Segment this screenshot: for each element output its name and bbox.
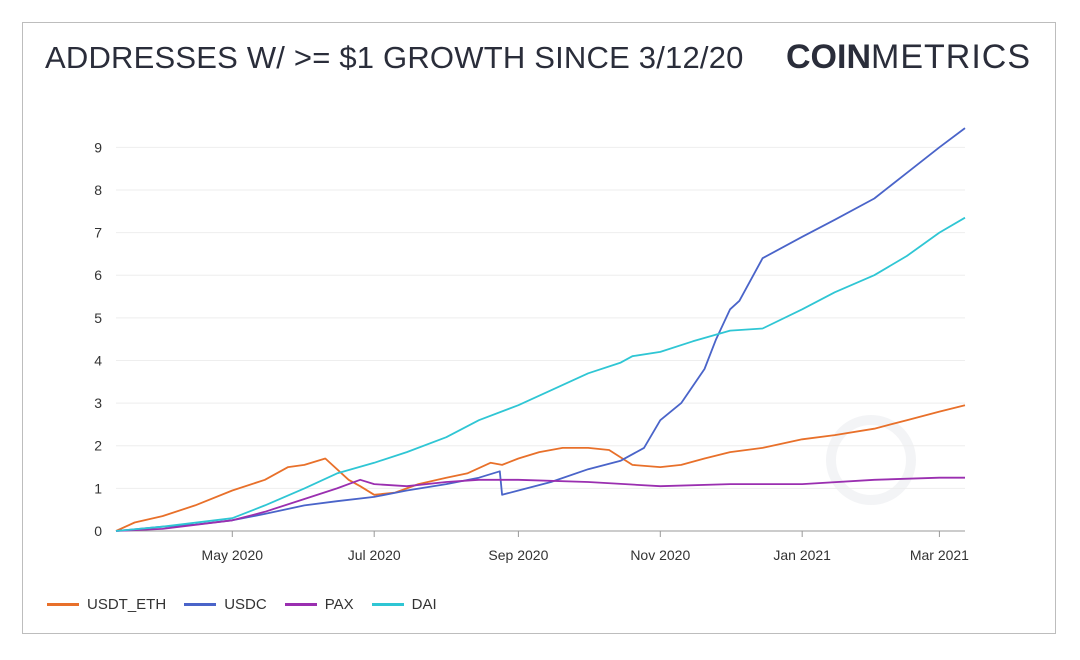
y-axis: 0 1 2 3 4 5 6 7 8 9 [94, 139, 102, 539]
x-tick-label: Mar 2021 [910, 547, 969, 563]
legend-label: USDT_ETH [87, 596, 167, 613]
legend-item-pax[interactable]: PAX [284, 596, 354, 613]
y-tick-label: 9 [94, 139, 102, 155]
series-line-usdt_eth [115, 404, 966, 532]
watermark-logo [826, 415, 916, 505]
y-tick-label: 1 [94, 480, 102, 496]
grid-lines [116, 146, 965, 532]
legend-label: PAX [324, 596, 354, 613]
y-tick-label: 5 [94, 310, 102, 326]
legend-label: USDC [224, 596, 267, 613]
logo-light-text: METRICS [871, 38, 1031, 76]
x-axis: May 2020 Jul 2020 Sep 2020 Nov 2020 Jan 2021… [202, 531, 969, 563]
legend-item-usdt_eth[interactable]: USDT_ETH [47, 596, 166, 613]
legend-swatch [184, 603, 217, 606]
series-line-pax [115, 476, 965, 532]
legend-swatch [371, 603, 404, 606]
y-tick-label: 4 [94, 352, 102, 368]
x-tick-label: Jul 2020 [348, 547, 401, 563]
legend-item-usdc[interactable]: USDC [184, 596, 267, 613]
chart-title: ADDRESSES W/ >= $1 GROWTH SINCE 3/12/20 [45, 40, 744, 75]
y-tick-label: 0 [94, 523, 102, 539]
chart-frame [22, 22, 1056, 634]
x-tick-label: May 2020 [202, 547, 264, 563]
legend-swatch [47, 603, 79, 606]
x-tick-label: Jan 2021 [773, 547, 831, 563]
y-tick-label: 8 [94, 182, 102, 198]
y-tick-label: 6 [94, 267, 102, 283]
series-line-dai [115, 216, 966, 532]
legend-swatch [284, 603, 317, 606]
legend-label: DAI [411, 596, 437, 613]
legend-item-dai[interactable]: DAI [371, 596, 437, 613]
logo-bold-text: COIN [786, 38, 871, 76]
y-tick-label: 3 [94, 395, 102, 411]
x-tick-label: Nov 2020 [630, 547, 690, 563]
y-tick-label: 2 [94, 438, 102, 454]
legend: USDT_ETH USDC PAX DAI [47, 596, 455, 613]
series-line-usdc [115, 127, 966, 532]
coinmetrics-logo: COINMETRICS [786, 38, 1031, 77]
y-tick-label: 7 [94, 225, 102, 241]
series-lines [115, 127, 966, 532]
x-tick-label: Sep 2020 [488, 547, 548, 563]
